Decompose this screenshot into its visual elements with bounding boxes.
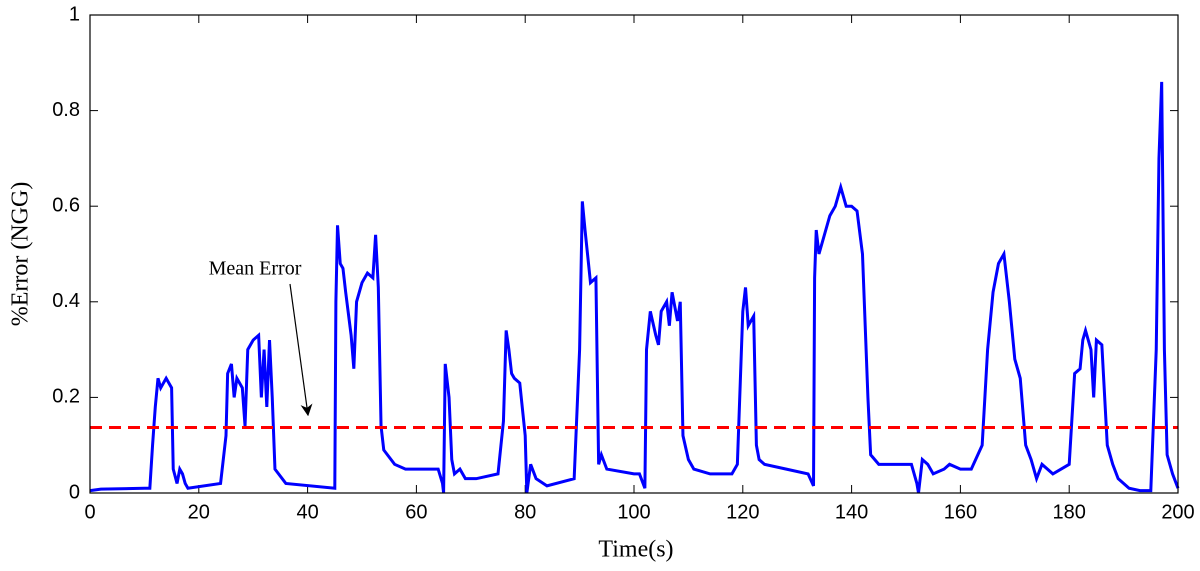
annotation-arrow xyxy=(289,283,313,417)
y-tick-label: 0.4 xyxy=(52,290,80,312)
x-tick-label: 0 xyxy=(84,501,95,523)
x-tick-label: 80 xyxy=(514,501,536,523)
plot-frame xyxy=(89,14,1179,494)
y-tick-label: 0.2 xyxy=(52,386,80,408)
x-axis-label: Time(s) xyxy=(598,537,673,563)
x-tick-label: 120 xyxy=(726,501,759,523)
x-tick-label: 100 xyxy=(617,501,650,523)
annotation: Mean Error xyxy=(209,258,302,280)
x-tick-label: 200 xyxy=(1161,501,1194,523)
y-axis-label: %Error (NGG) xyxy=(8,182,34,327)
x-tick-label: 140 xyxy=(835,501,868,523)
x-tick-label: 60 xyxy=(405,501,427,523)
y-tick-label: 0.8 xyxy=(52,99,80,121)
x-tick-label: 180 xyxy=(1053,501,1086,523)
x-tick-label: 40 xyxy=(296,501,318,523)
x-tick-label: 160 xyxy=(944,501,977,523)
y-tick-label: 0 xyxy=(69,481,80,503)
y-tick-label: 1 xyxy=(69,3,80,25)
data-line xyxy=(89,81,1180,494)
x-tick-label: 20 xyxy=(188,501,210,523)
y-tick-label: 0.6 xyxy=(52,194,80,216)
